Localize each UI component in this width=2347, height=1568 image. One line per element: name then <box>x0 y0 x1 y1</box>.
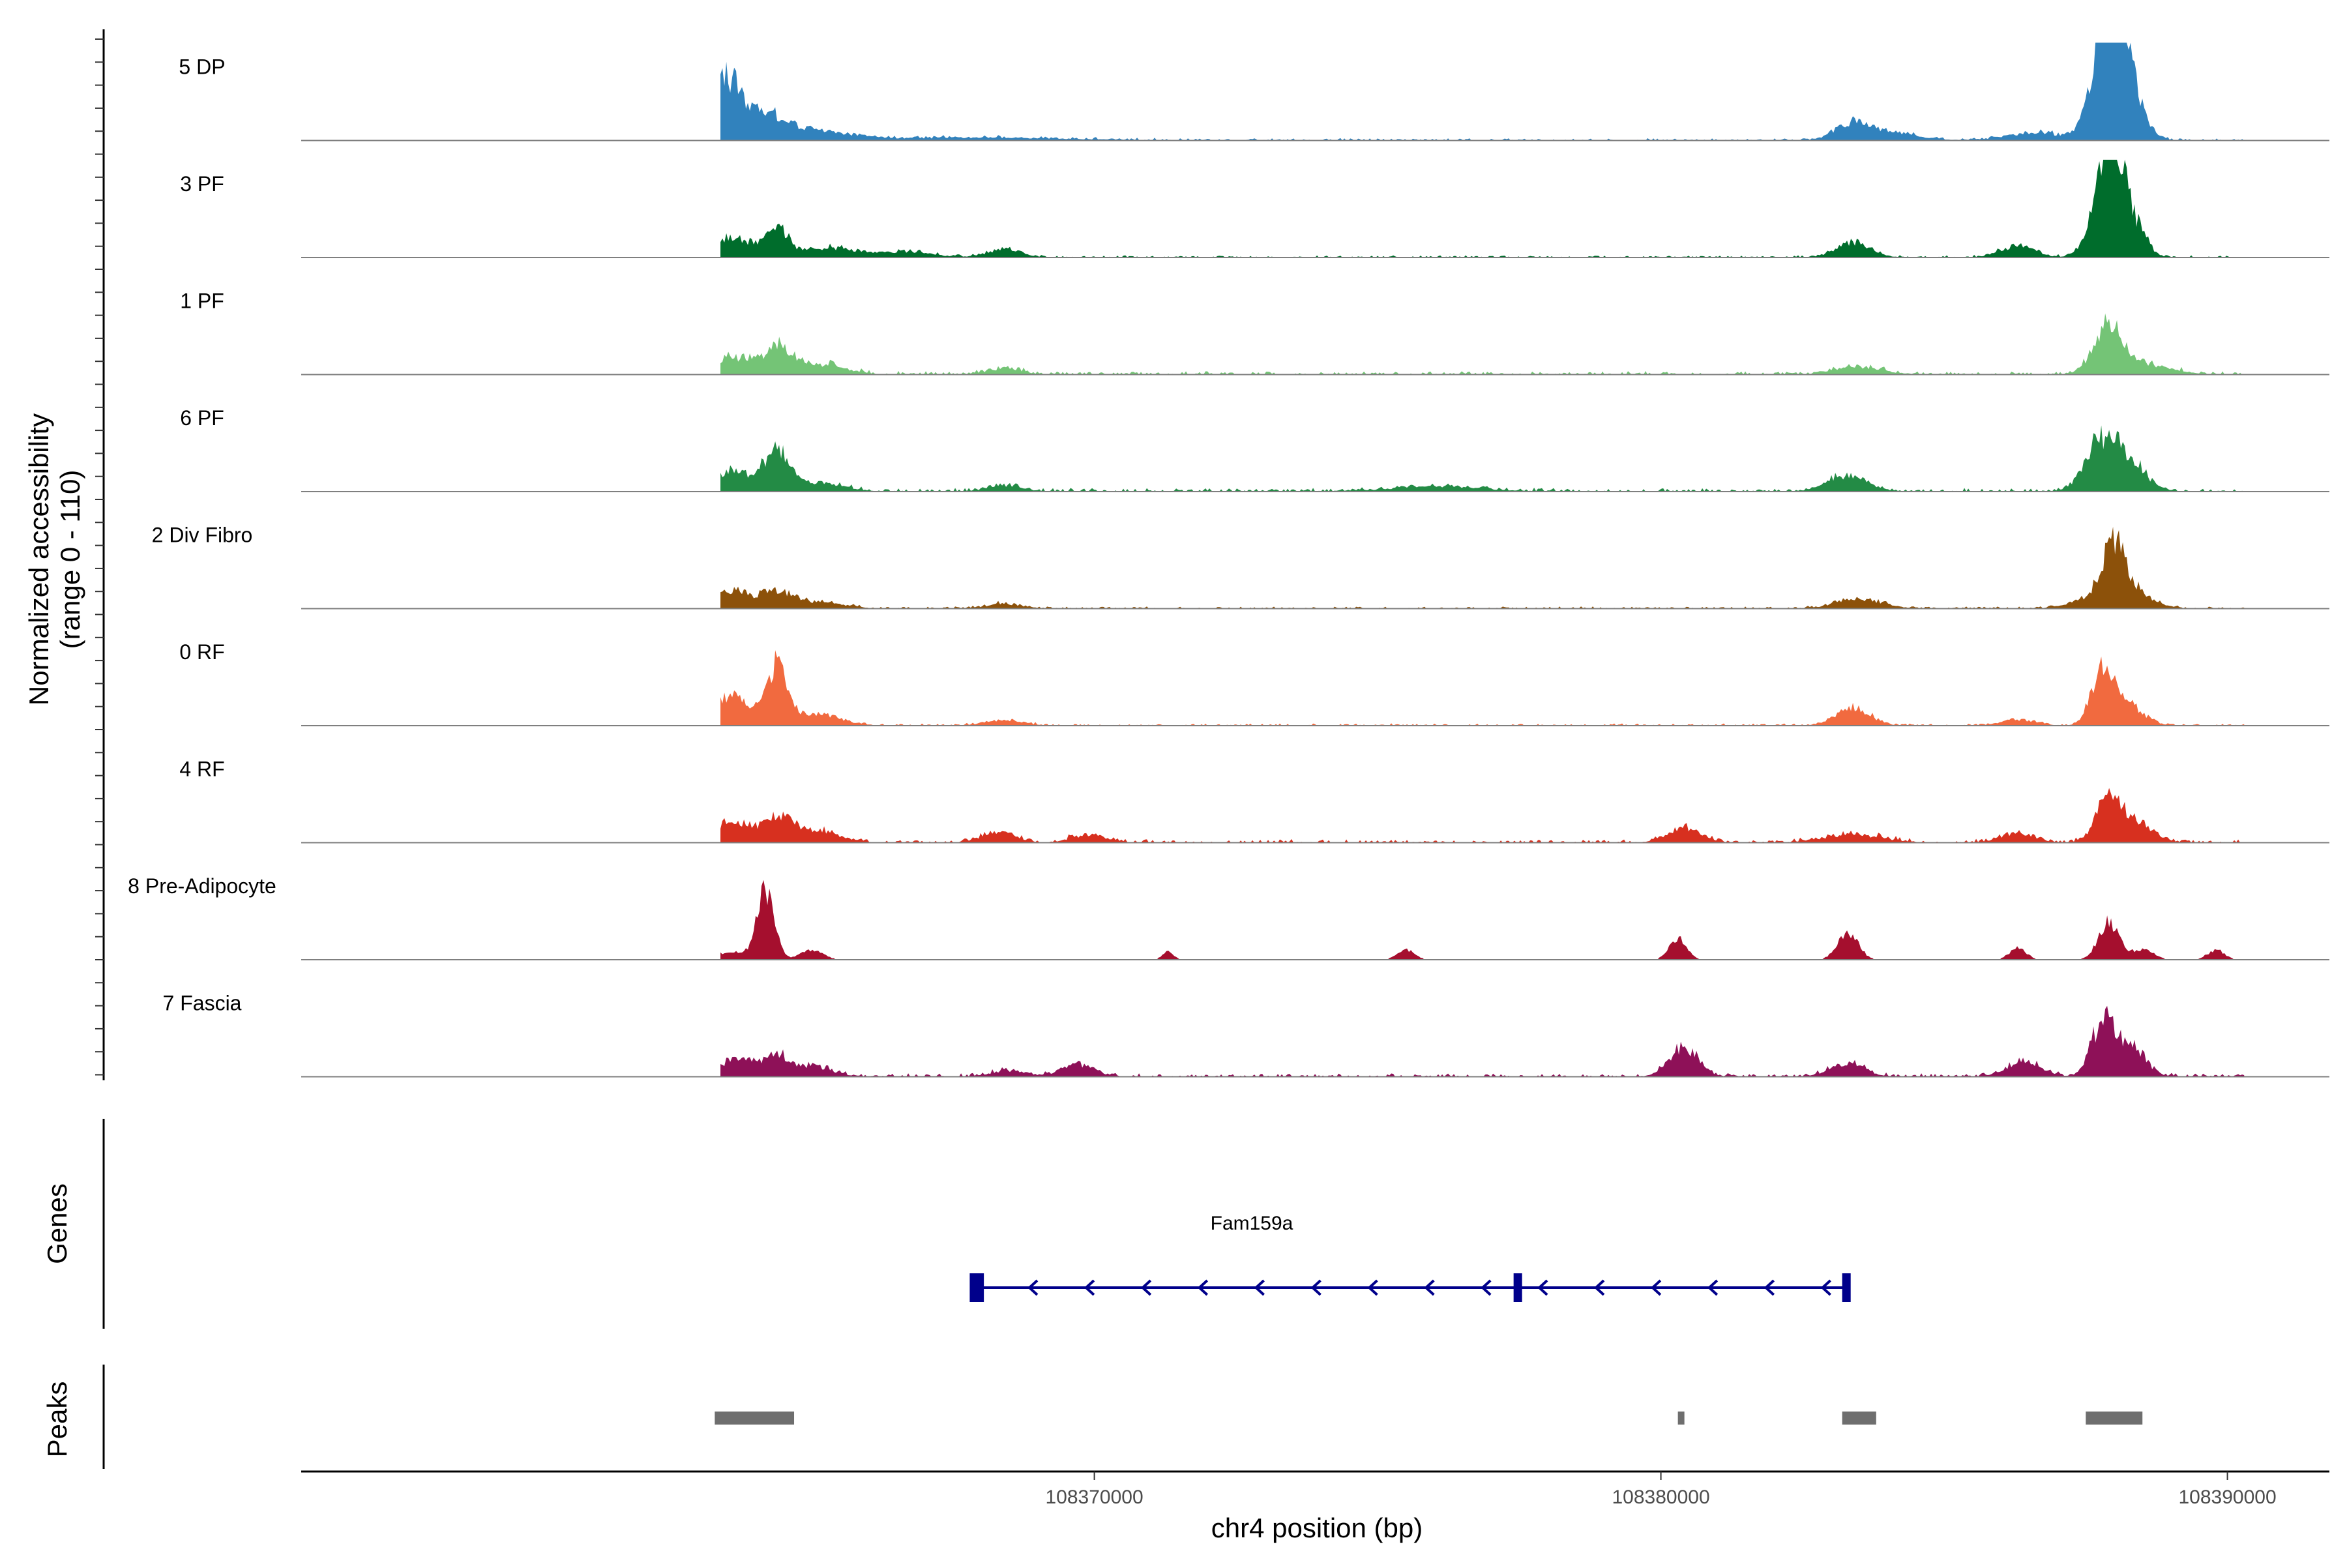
y-axis-title-line1: Normalized accessibility <box>23 413 54 705</box>
coverage-area <box>720 788 2245 843</box>
coverage-area <box>720 425 2245 492</box>
x-tick-label: 108380000 <box>1612 1487 1710 1508</box>
x-tick-label: 108390000 <box>2178 1487 2276 1508</box>
track-5-dp: 5 DP <box>179 42 2329 141</box>
strand-arrow <box>1424 1279 1435 1296</box>
x-axis-title: chr4 position (bp) <box>1211 1513 1423 1543</box>
x-tick-label: 108370000 <box>1046 1487 1144 1508</box>
strand-arrow <box>1650 1279 1662 1296</box>
coverage-area <box>720 880 2245 960</box>
strand-arrow <box>1254 1279 1265 1296</box>
gene-track: Genes Fam159a <box>42 1119 1851 1329</box>
strand-arrow <box>1197 1279 1209 1296</box>
peak-region <box>1677 1412 1685 1425</box>
peak-region <box>2086 1412 2143 1425</box>
track-label: 5 DP <box>179 55 225 79</box>
coverage-area <box>720 160 2245 258</box>
track-label: 3 PF <box>180 172 224 196</box>
strand-arrow <box>1310 1279 1321 1296</box>
coverage-area <box>720 526 2245 609</box>
track-4-rf: 4 RF <box>179 758 2329 844</box>
strand-arrow <box>1481 1279 1492 1296</box>
strand-arrow <box>1027 1279 1039 1296</box>
track-8-pre-adipocyte: 8 Pre-Adipocyte <box>128 874 2329 960</box>
genes-axis-title: Genes <box>42 1183 72 1264</box>
gene-exon <box>1513 1273 1522 1302</box>
strand-arrow <box>1140 1279 1152 1296</box>
strand-arrow <box>1537 1279 1548 1296</box>
track-label: 0 RF <box>179 640 224 664</box>
accessibility-tracks: 5 DP 3 PF 1 PF 6 PF 2 Div Fibro 0 RF 4 RF 8 Pre… <box>128 42 2329 1078</box>
track-3-pf: 3 PF <box>180 160 2329 258</box>
strand-arrow <box>1764 1279 1775 1296</box>
peak-region <box>715 1412 795 1425</box>
track-0-rf: 0 RF <box>179 640 2329 726</box>
peaks-track: Peaks <box>42 1365 2143 1469</box>
coverage-area <box>720 42 2245 141</box>
coverage-area <box>720 1005 2245 1077</box>
gene-exon <box>1842 1273 1851 1302</box>
track-7-fascia: 7 Fascia <box>163 992 2329 1078</box>
track-label: 8 Pre-Adipocyte <box>128 874 276 898</box>
track-6-pf: 6 PF <box>180 406 2329 492</box>
y-axis-title-line2: (range 0 - 110) <box>55 470 85 649</box>
coverage-area <box>720 313 2245 375</box>
peaks-axis-title: Peaks <box>42 1382 72 1458</box>
peak-region <box>1842 1412 1876 1425</box>
x-axis: chr4 position (bp) 108370000 108380000 108… <box>301 1470 2329 1543</box>
track-label: 6 PF <box>180 406 224 430</box>
gene-exon <box>969 1273 984 1302</box>
track-label: 2 Div Fibro <box>152 524 253 547</box>
strand-arrow <box>1084 1279 1095 1296</box>
strand-arrow <box>1820 1279 1831 1296</box>
track-label: 4 RF <box>179 758 224 781</box>
track-label: 1 PF <box>180 289 224 313</box>
track-1-pf: 1 PF <box>180 289 2329 376</box>
strand-arrow <box>1707 1279 1719 1296</box>
track-2-div-fibro: 2 Div Fibro <box>152 524 2329 610</box>
coverage-area <box>720 650 2245 726</box>
gene-label: Fam159a <box>1211 1213 1293 1234</box>
track-label: 7 Fascia <box>163 992 242 1015</box>
strand-arrow <box>1594 1279 1605 1296</box>
y-axis: Normalized accessibility (range 0 - 110) <box>23 29 105 1080</box>
strand-arrow <box>1367 1279 1378 1296</box>
